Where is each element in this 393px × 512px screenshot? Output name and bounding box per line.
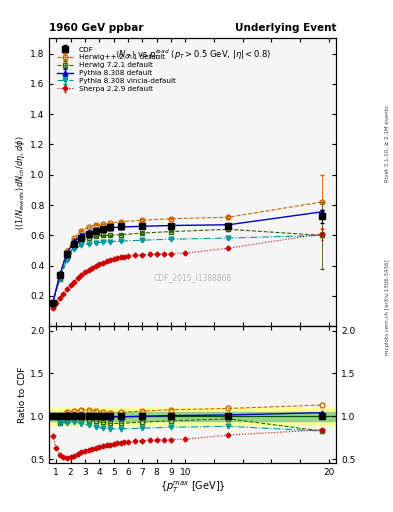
Text: mcplots.cern.ch [arXiv:1306.3436]: mcplots.cern.ch [arXiv:1306.3436] — [385, 260, 389, 355]
Text: $\langle N_{ch}\rangle$ vs $p_T^{lead}$ ($p_T > 0.5$ GeV, $|\eta| < 0.8$): $\langle N_{ch}\rangle$ vs $p_T^{lead}$ … — [114, 47, 271, 62]
Bar — [49, 412, 336, 420]
Y-axis label: $((1/N_{events})\,dN_{ch}/d\eta,\,d\phi)$: $((1/N_{events})\,dN_{ch}/d\eta,\,d\phi)… — [14, 135, 27, 229]
Text: Underlying Event: Underlying Event — [235, 23, 336, 33]
Text: 1960 GeV ppbar: 1960 GeV ppbar — [49, 23, 143, 33]
Text: Rivet 3.1.10, ≥ 2.1M events: Rivet 3.1.10, ≥ 2.1M events — [385, 105, 389, 182]
Y-axis label: Ratio to CDF: Ratio to CDF — [18, 367, 27, 423]
X-axis label: $\{p_T^{max}$ [GeV]$\}$: $\{p_T^{max}$ [GeV]$\}$ — [160, 480, 226, 496]
Text: CDF_2015_I1388868: CDF_2015_I1388868 — [153, 273, 232, 282]
Legend: CDF, Herwig++ 2.7.1 default, Herwig 7.2.1 default, Pythia 8.308 default, Pythia : CDF, Herwig++ 2.7.1 default, Herwig 7.2.… — [55, 45, 177, 93]
Bar — [49, 408, 336, 425]
